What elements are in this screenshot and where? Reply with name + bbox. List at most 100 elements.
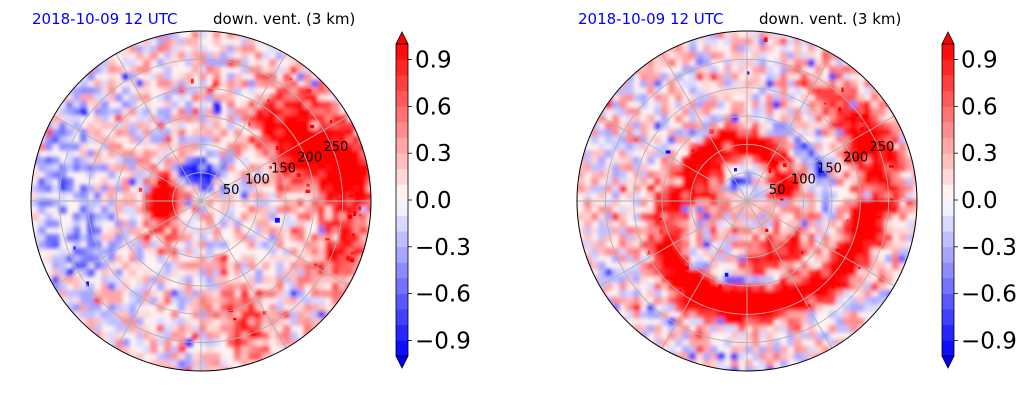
field-cell (885, 136, 893, 144)
field-cell (150, 213, 158, 221)
field-cell (752, 101, 760, 109)
field-cell (276, 339, 284, 347)
field-cell (269, 80, 277, 88)
field-cell (206, 255, 214, 263)
field-cell (346, 262, 354, 270)
field-cell (696, 227, 704, 235)
field-cell (773, 38, 781, 46)
field-cell (192, 129, 200, 137)
field-cell (290, 199, 298, 207)
field-cell (794, 255, 802, 263)
field-cell (808, 73, 816, 81)
field-cell (45, 199, 53, 207)
field-cell (780, 234, 788, 242)
field-cell (836, 241, 844, 249)
field-cell (787, 143, 795, 151)
field-cell (857, 262, 865, 270)
field-cell (108, 108, 116, 116)
field-cell (325, 206, 333, 214)
field-cell (822, 234, 830, 242)
field-cell (269, 136, 277, 144)
field-cell (199, 304, 207, 312)
field-cell (696, 122, 704, 130)
field-cell (696, 136, 704, 144)
field-cell (157, 297, 165, 305)
field-cell (164, 360, 172, 368)
field-cell (864, 290, 872, 298)
field-cell (829, 241, 837, 249)
field-cell (213, 59, 221, 67)
field-cell (682, 185, 690, 193)
field-speckle (659, 228, 664, 233)
field-cell (738, 38, 746, 46)
field-cell (619, 150, 627, 158)
field-cell (136, 171, 144, 179)
field-cell (654, 220, 662, 228)
field-cell (213, 171, 221, 179)
field-cell (822, 199, 830, 207)
field-cell (185, 318, 193, 326)
field-cell (255, 199, 263, 207)
field-cell (199, 241, 207, 249)
field-cell (353, 136, 361, 144)
field-cell (59, 269, 67, 277)
field-cell (696, 108, 704, 116)
field-cell (157, 248, 165, 256)
field-cell (339, 157, 347, 165)
field-cell (115, 234, 123, 242)
field-cell (731, 332, 739, 340)
field-cell (262, 143, 270, 151)
field-cell (787, 101, 795, 109)
field-cell (80, 206, 88, 214)
field-cell (864, 304, 872, 312)
field-cell (815, 220, 823, 228)
field-cell (717, 192, 725, 200)
field-cell (353, 262, 361, 270)
field-cell (262, 94, 270, 102)
field-cell (255, 332, 263, 340)
field-cell (668, 171, 676, 179)
field-cell (675, 192, 683, 200)
field-speckle (351, 233, 355, 236)
field-cell (248, 122, 256, 130)
field-cell (332, 178, 340, 186)
field-cell (304, 157, 312, 165)
field-cell (752, 220, 760, 228)
field-cell (808, 157, 816, 165)
field-cell (871, 255, 879, 263)
field-cell (647, 290, 655, 298)
field-cell (815, 129, 823, 137)
field-cell (703, 206, 711, 214)
field-cell (185, 136, 193, 144)
field-cell (766, 185, 774, 193)
field-cell (269, 311, 277, 319)
field-cell (248, 206, 256, 214)
field-speckle (305, 93, 311, 97)
field-cell (227, 220, 235, 228)
field-cell (682, 164, 690, 172)
field-cell (227, 262, 235, 270)
field-cell (262, 241, 270, 249)
field-cell (227, 185, 235, 193)
field-cell (94, 248, 102, 256)
field-cell (199, 318, 207, 326)
field-cell (262, 157, 270, 165)
field-cell (262, 353, 270, 361)
field-cell (87, 136, 95, 144)
field-cell (899, 143, 907, 151)
field-cell (647, 157, 655, 165)
field-cell (710, 52, 718, 60)
field-cell (45, 220, 53, 228)
field-cell (808, 262, 816, 270)
field-cell (94, 199, 102, 207)
field-cell (682, 66, 690, 74)
field-cell (836, 213, 844, 221)
field-cell (332, 227, 340, 235)
field-cell (836, 325, 844, 333)
field-cell (864, 101, 872, 109)
field-cell (311, 143, 319, 151)
field-cell (892, 171, 900, 179)
field-cell (213, 136, 221, 144)
field-cell (206, 220, 214, 228)
field-cell (773, 297, 781, 305)
